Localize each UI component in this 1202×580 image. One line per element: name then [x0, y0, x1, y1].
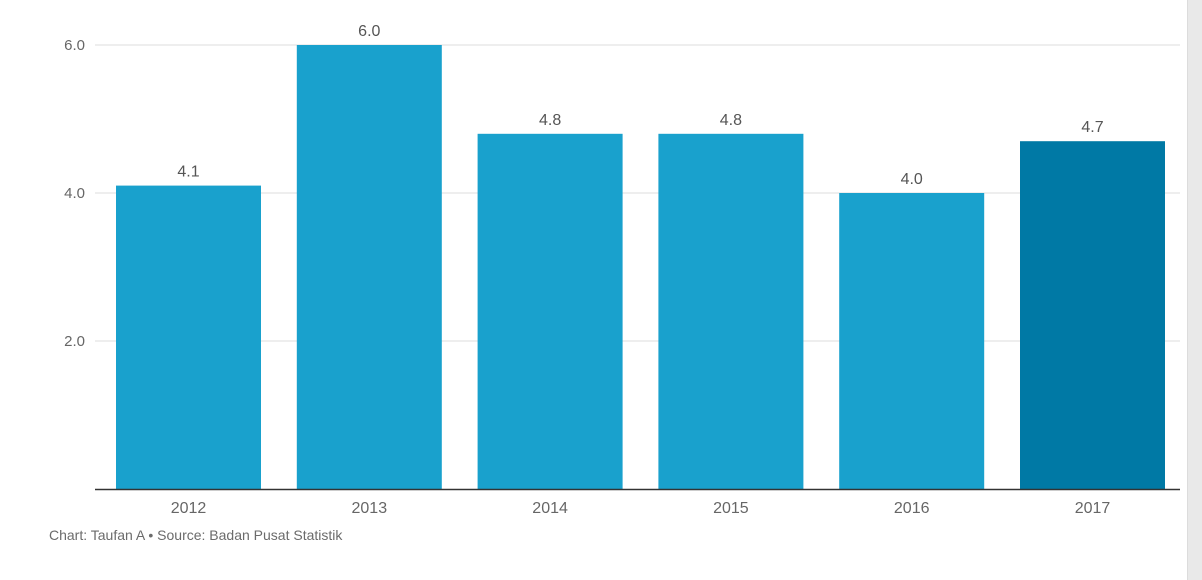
y-tick-label: 4.0	[64, 185, 85, 202]
x-tick-label: 2014	[532, 500, 568, 517]
y-axis-ticks: 2.0 4.0 6.0	[64, 37, 85, 350]
y-tick-label: 6.0	[64, 37, 85, 54]
chart-credit: Chart: Taufan A • Source: Badan Pusat St…	[49, 527, 343, 543]
data-label: 4.7	[1081, 119, 1103, 136]
bar-2015[interactable]	[658, 133, 804, 490]
x-tick-label: 2016	[894, 500, 930, 517]
data-label: 6.0	[358, 23, 380, 40]
bar-2017[interactable]	[1020, 141, 1165, 489]
x-tick-label: 2012	[171, 500, 207, 517]
x-tick-label: 2015	[713, 500, 749, 517]
data-label: 4.1	[177, 164, 199, 181]
bar-2014[interactable]	[477, 133, 623, 490]
x-tick-label: 2017	[1075, 500, 1111, 517]
bar-2012[interactable]	[116, 185, 261, 489]
data-label: 4.0	[901, 171, 923, 188]
x-axis-ticks: 2012 2013 2014 2015 2016 2017	[171, 500, 1111, 517]
bars	[116, 45, 1165, 490]
x-tick-label: 2013	[352, 500, 388, 517]
bar-2013[interactable]	[296, 45, 442, 489]
data-label: 4.8	[720, 112, 742, 129]
data-labels: 4.1 6.0 4.8 4.8 4.0 4.7	[177, 23, 1103, 188]
bar-2016[interactable]	[839, 193, 985, 489]
scrollbar[interactable]	[1187, 0, 1202, 580]
gridlines	[95, 44, 1180, 342]
y-tick-label: 2.0	[64, 333, 85, 350]
data-label: 4.8	[539, 112, 561, 129]
